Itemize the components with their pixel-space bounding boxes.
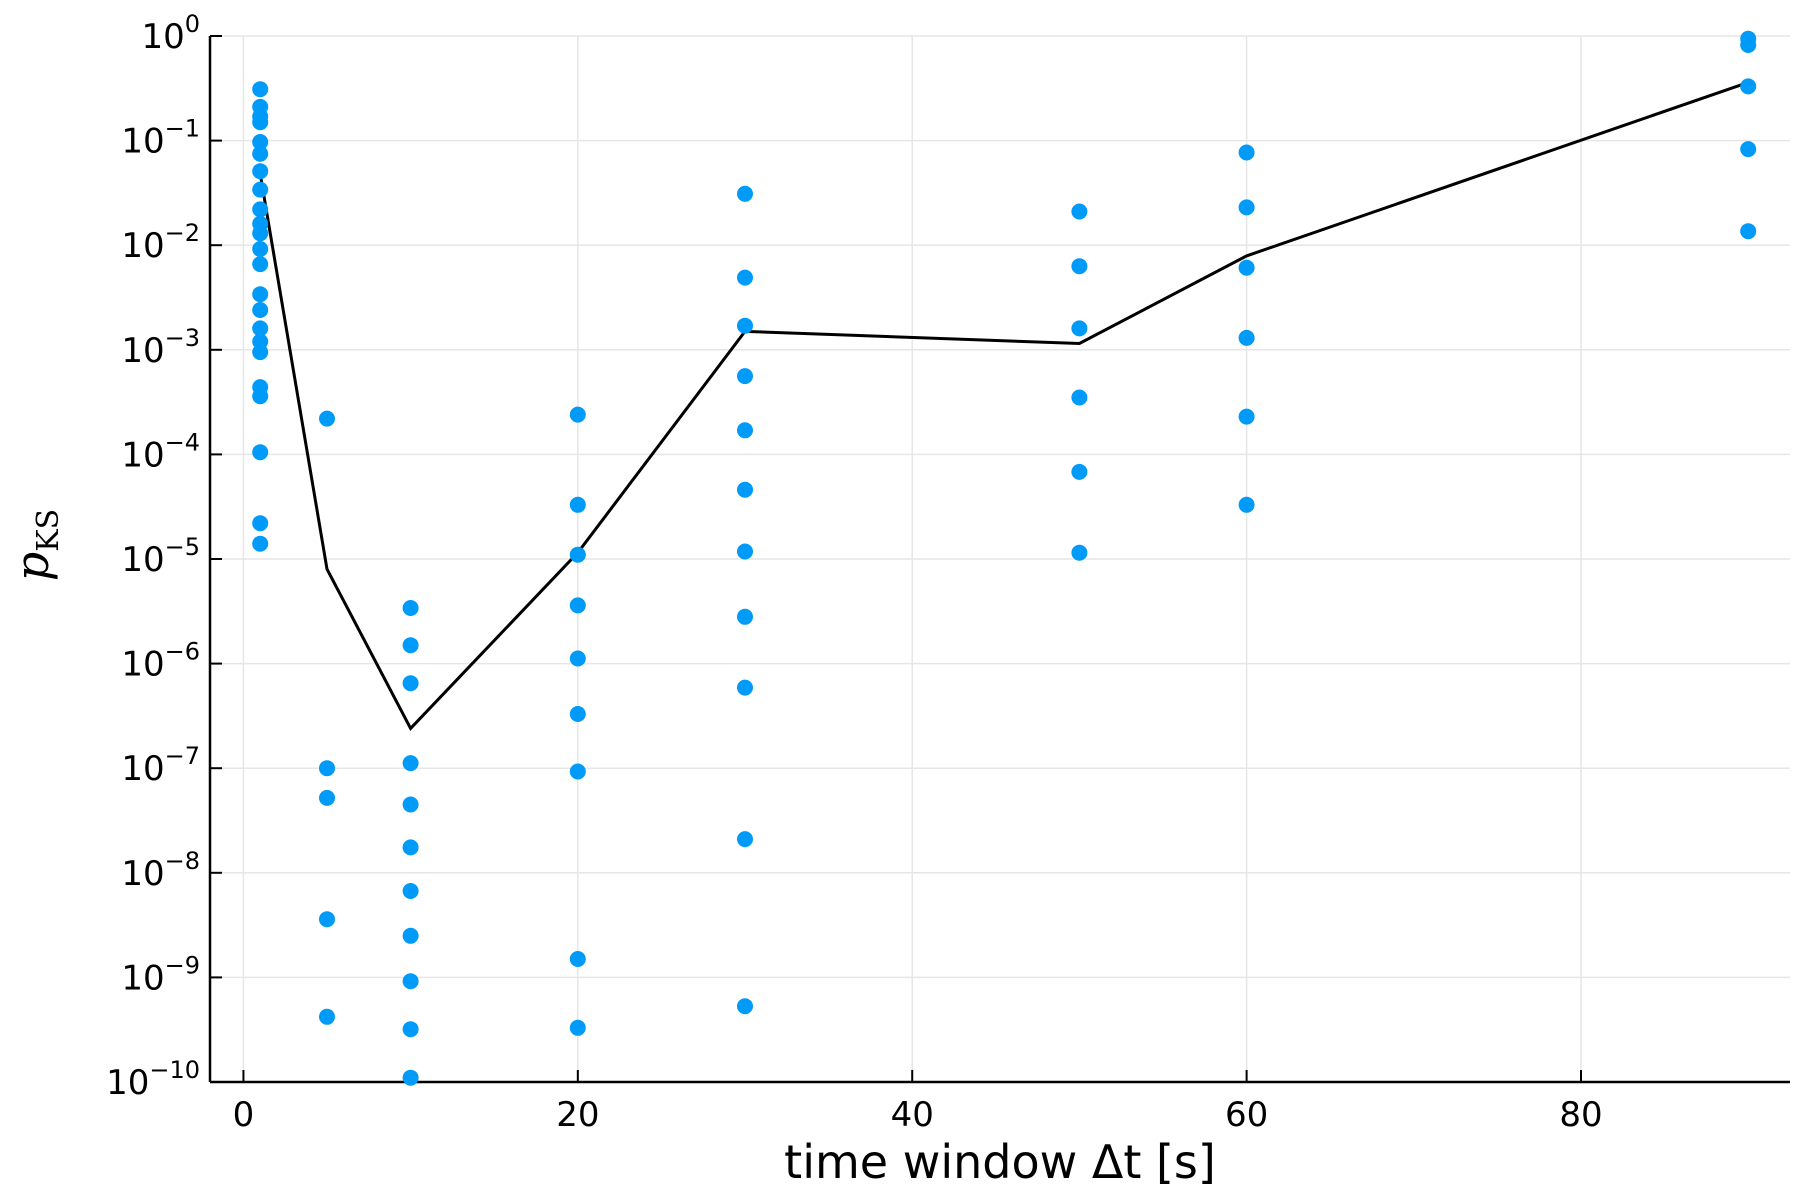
y-tick-label: 10−5 [121,533,200,580]
y-tick-label: 10−4 [121,428,200,475]
scatter-point [737,679,753,696]
y-axis-label: pKS [5,509,66,581]
scatter-point [252,388,269,405]
scatter-point [252,241,269,257]
scatter-point [1238,408,1255,425]
y-axis-label-main: p [5,552,59,581]
scatter-point [1238,199,1255,216]
y-tick-label: 10−6 [121,638,200,685]
scatter-point [252,320,269,337]
scatter-point [1740,37,1757,53]
svg-text:pKS: pKS [5,509,66,581]
x-tick-label: 80 [1559,1095,1602,1135]
tick-labels: 0 20 40 60 80 10−10 10−9 10−8 10−7 10−6 10−5 10−4 10… [106,10,1603,1135]
scatter-point [569,706,586,722]
scatter-point [1071,389,1088,406]
scatter-point [319,1008,335,1025]
mean-line [258,80,1749,731]
scatter-point [569,650,586,667]
scatter-point [402,1021,419,1038]
grid-lines [210,35,1790,1083]
scatter-point [1740,223,1757,240]
scatter-point [1071,544,1088,561]
scatter-point [252,256,269,273]
scatter-point [252,535,269,552]
scatter-point [1071,320,1088,337]
scatter-point [569,763,586,780]
scatter-point [252,134,269,150]
scatter-point [1238,496,1255,513]
y-axis-label-subscript: KS [31,509,66,552]
scatter-point [737,608,753,625]
scatter-point [1740,78,1757,95]
scatter-point [402,637,419,654]
y-tick-label: 10−10 [106,1056,200,1103]
scatter-point [402,883,419,899]
x-axis-label: time window Δt [s] [784,1135,1216,1189]
y-tick-label: 10−8 [121,847,200,894]
scatter-point [402,839,419,856]
scatter-point [402,755,419,772]
scatter-point [252,81,269,98]
scatter-point [1071,203,1088,220]
scatter-point [1071,258,1088,275]
scatter-point [737,831,753,848]
scatter-point [402,1069,419,1086]
scatter-point [252,114,269,131]
y-tick-label: 10−1 [121,115,200,162]
y-tick-label: 10−2 [121,219,200,266]
mean-line-series [258,80,1749,731]
scatter-point [1740,141,1757,158]
scatter-point [319,410,335,427]
scatter-point [319,789,335,806]
y-tick-label: 10−7 [121,742,200,789]
scatter-point [737,422,753,439]
scatter-point [402,927,419,944]
x-tick-label: 40 [891,1095,934,1135]
scatter-point [569,546,586,563]
scatter-point [252,444,269,461]
scatter-point [737,368,753,385]
axes [208,35,1790,1084]
scatter-point [252,302,269,318]
x-tick-label: 20 [556,1095,599,1135]
scatter-point [737,481,753,498]
scatter-point [252,225,269,242]
scatter-point [569,1019,586,1036]
scatter-point [1238,329,1255,346]
scatter-point [569,496,586,513]
x-tick-label: 60 [1225,1095,1268,1135]
scatter-point [252,286,269,303]
y-tick-label: 10−9 [121,951,200,998]
scatter-point [1071,463,1088,480]
y-tick-label: 100 [141,10,200,57]
scatter-point [319,911,335,928]
scatter-point [569,951,586,967]
scatter-point [737,317,753,334]
scatter-point [569,597,586,614]
scatter-point [402,600,419,616]
scatter-point [737,998,753,1015]
scatter-point [252,181,269,198]
scatter-point [737,543,753,560]
scatter-point [569,406,586,423]
scatter-point [737,269,753,286]
y-tick-label: 10−3 [121,324,200,371]
scatter-point [252,515,269,532]
scatter-point [252,201,269,218]
scatter-point [252,163,269,180]
scatter-point [1238,259,1255,276]
x-tick-label: 0 [233,1095,255,1135]
scatter-point [737,185,753,202]
scatter-point [402,675,419,692]
scatter-point [252,344,269,361]
scatter-point [319,760,335,777]
scatter-point [402,973,419,990]
scatter-point [1238,144,1255,161]
scatter-point [252,145,269,162]
scatter-point [402,796,419,813]
scatter-series [252,30,1757,1086]
